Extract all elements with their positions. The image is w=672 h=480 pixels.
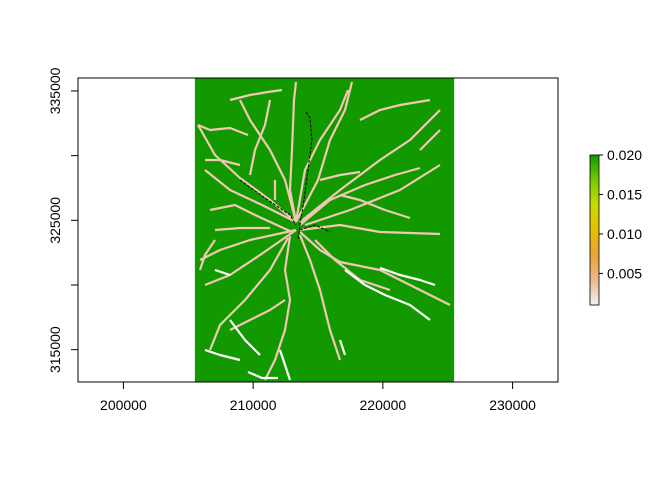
road-segment <box>288 81 298 223</box>
y-tick-label: 325000 <box>47 197 63 244</box>
road-segment <box>214 226 270 232</box>
road-segment <box>197 123 249 137</box>
road-segment <box>248 99 272 176</box>
road-segment <box>298 234 342 361</box>
y-axis: 315000 325000 335000 <box>47 67 79 373</box>
road-segment <box>299 166 421 226</box>
y-tick-label: 335000 <box>47 67 63 114</box>
road-segment <box>205 158 241 167</box>
y-tick-label: 315000 <box>47 326 63 373</box>
rail-line <box>239 179 297 226</box>
road-segment <box>247 370 278 380</box>
road-segment <box>229 319 261 356</box>
road-segment <box>208 237 289 351</box>
road-network <box>197 81 451 381</box>
road-segment <box>295 81 354 223</box>
road-segment <box>419 129 441 151</box>
road-segment <box>344 269 431 321</box>
road-segment <box>339 193 411 220</box>
legend-tick-label: 0.020 <box>607 147 642 163</box>
road-segment <box>319 170 361 182</box>
rail-line <box>297 111 313 241</box>
rail-line <box>299 224 331 233</box>
x-tick-label: 220000 <box>360 397 407 413</box>
road-segment <box>214 268 231 277</box>
road-segment <box>229 299 286 331</box>
road-segment <box>278 349 292 381</box>
x-tick-label: 210000 <box>230 397 277 413</box>
raster-layer <box>194 78 455 382</box>
x-tick-label: 230000 <box>489 397 536 413</box>
road-segment <box>338 339 347 356</box>
legend-tick-label: 0.005 <box>607 265 642 281</box>
road-segment <box>239 99 298 223</box>
road-segment <box>299 109 441 223</box>
raster-background <box>194 78 455 382</box>
road-segment <box>229 88 283 102</box>
road-segment <box>304 164 441 227</box>
legend-tick-label: 0.010 <box>607 226 642 242</box>
road-segment <box>299 223 441 236</box>
road-segment <box>204 348 241 362</box>
road-segment <box>204 169 297 223</box>
color-legend: 0.005 0.010 0.015 0.020 <box>589 147 642 306</box>
road-segment <box>359 98 431 121</box>
road-segment <box>299 231 451 306</box>
x-axis: 200000 210000 220000 230000 <box>100 381 536 413</box>
road-segment <box>379 266 436 287</box>
x-tick-label: 200000 <box>100 397 147 413</box>
road-segment <box>199 228 297 261</box>
legend-tick-label: 0.015 <box>607 186 642 202</box>
road-segment <box>204 229 297 287</box>
road-segment <box>314 239 391 292</box>
road-segment <box>294 89 350 223</box>
road-segment <box>264 235 292 381</box>
road-segment <box>209 203 293 233</box>
road-segment <box>198 239 216 271</box>
legend-colorbar <box>589 154 600 306</box>
